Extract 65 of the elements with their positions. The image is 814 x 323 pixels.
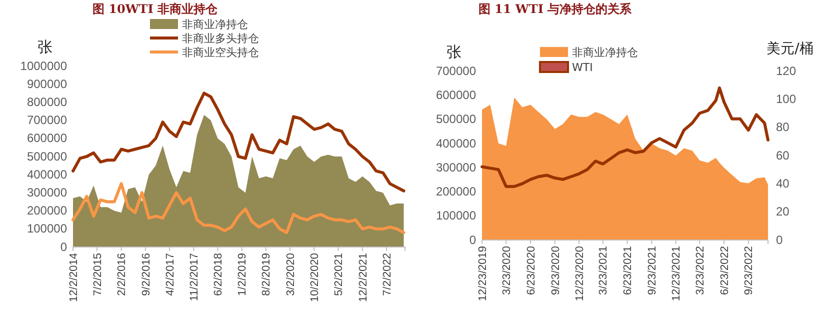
y2-tick-label: 40 (776, 176, 790, 191)
y-tick-label: 100000 (26, 222, 68, 236)
x-tick-label: 3/23/2020 (500, 246, 513, 295)
line-series (480, 86, 770, 188)
x-tick-label: 1/2/2019 (236, 253, 249, 296)
x-tick-label: 3/2/2020 (284, 253, 297, 296)
x-tick-label: 3/23/2022 (694, 246, 706, 295)
x-tick-label: 6/2/2018 (212, 253, 225, 296)
y-tick-label: 0 (60, 240, 68, 254)
y-axis-title: 张 (38, 38, 52, 56)
x-tick-label: 2/2/2016 (116, 253, 128, 296)
x-tick-label: 3/23/2021 (598, 246, 610, 295)
x-tick-label: 6/23/2020 (525, 246, 538, 295)
y2-tick-label: 0 (776, 232, 783, 247)
x-tick-label: 10/2/2020 (309, 253, 322, 302)
x-tick-label: 9/23/2020 (550, 246, 562, 295)
y-tick-label: 600000 (436, 88, 476, 102)
legend-label: 非商业净持仓 (182, 18, 248, 31)
x-tick-label: 12/2/2021 (357, 253, 370, 302)
x-tick-label: 7/2/2015 (92, 253, 104, 296)
y-tick-label: 300000 (436, 160, 476, 174)
y-tick-label: 1000000 (20, 58, 68, 73)
line-series (72, 182, 406, 234)
y-tick-label: 100000 (436, 208, 476, 223)
chart-title: 图 11 WTI 与净持仓的关系 (478, 2, 633, 16)
x-tick-label: 8/2/2019 (260, 253, 273, 296)
y-tick-label: 0 (469, 232, 476, 247)
x-tick-label: 11/2/2017 (188, 253, 201, 302)
x-tick-label: 4/2/2017 (164, 253, 176, 296)
y-tick-label: 900000 (26, 76, 68, 91)
y2-tick-label: 80 (776, 120, 790, 134)
y-axis-title: 张 (446, 43, 462, 61)
legend-label: WTI (572, 61, 593, 74)
legend-label: 非商业空头持仓 (182, 46, 259, 59)
x-tick-label: 9/23/2022 (743, 246, 756, 295)
y2-tick-label: 120 (776, 64, 796, 78)
y-tick-label: 700000 (436, 64, 476, 78)
y2-axis-title: 美元/桶 (766, 41, 814, 57)
x-tick-label: 9/23/2021 (646, 246, 658, 295)
x-tick-label: 5/2/2021 (333, 253, 346, 296)
y-tick-label: 300000 (26, 186, 68, 200)
y-tick-label: 800000 (26, 95, 68, 110)
y-tick-label: 400000 (26, 167, 68, 182)
y-tick-label: 400000 (436, 136, 476, 150)
legend-label: 非商业净持仓 (572, 46, 638, 59)
legend-label: 非商业多头持仓 (182, 32, 259, 45)
y-tick-label: 600000 (26, 131, 68, 146)
x-tick-label: 6/23/2021 (622, 246, 634, 295)
chart-title: 图 10WTI 非商业持仓 (92, 2, 219, 16)
y-tick-label: 500000 (26, 149, 68, 164)
x-tick-label: 12/23/2019 (476, 246, 489, 302)
x-tick-label: 12/23/2020 (574, 246, 586, 302)
x-tick-label: 12/23/2021 (670, 246, 683, 302)
x-tick-label: 9/2/2016 (140, 253, 152, 296)
y2-tick-label: 100 (776, 92, 796, 106)
y-tick-label: 200000 (26, 204, 68, 218)
x-tick-label: 6/23/2022 (718, 246, 731, 295)
line-series (72, 92, 406, 192)
y2-tick-label: 20 (776, 204, 790, 219)
x-tick-label: 7/2/2022 (381, 253, 394, 296)
y-tick-label: 700000 (26, 113, 68, 128)
x-tick-label: 12/2/2014 (68, 253, 80, 302)
y2-tick-label: 60 (776, 148, 790, 162)
y-tick-label: 500000 (436, 112, 476, 126)
y-tick-label: 200000 (436, 184, 476, 199)
